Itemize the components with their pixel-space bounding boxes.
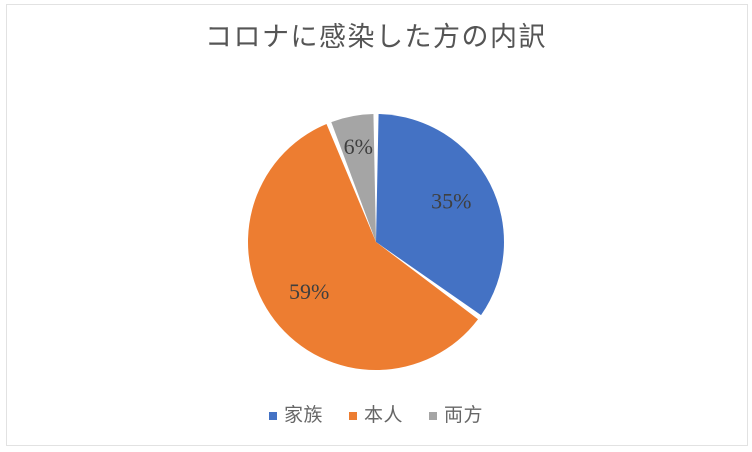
- pie-slice-本人[interactable]: [247, 123, 479, 371]
- pie-slice-家族[interactable]: [376, 114, 504, 316]
- pie-svg: 35% 59% 6%: [247, 114, 504, 371]
- legend-swatch-icon: [348, 412, 357, 420]
- legend-item-label: 本人: [363, 405, 403, 426]
- chart-legend: 家族 本人 両方: [0, 405, 752, 427]
- legend-item-両方[interactable]: 両方: [429, 405, 483, 427]
- pie-data-label-本人: 59%: [289, 279, 329, 304]
- pie-data-label-両方: 6%: [344, 134, 373, 159]
- legend-item-label: 家族: [283, 405, 323, 426]
- pie-chart-plot-area: 35% 59% 6%: [246, 112, 506, 372]
- legend-item-家族[interactable]: 家族: [268, 405, 323, 427]
- legend-item-本人[interactable]: 本人: [348, 405, 403, 427]
- pie-slice-group: [247, 114, 504, 371]
- legend-swatch-icon: [429, 412, 437, 420]
- legend-item-label: 両方: [444, 405, 484, 426]
- legend-swatch-icon: [268, 412, 277, 420]
- chart-title: コロナに感染した方の内訳: [205, 22, 547, 52]
- pie-data-label-group: 35% 59% 6%: [289, 134, 471, 304]
- pie-data-label-家族: 35%: [431, 189, 471, 214]
- pie-slice-両方[interactable]: [331, 114, 376, 242]
